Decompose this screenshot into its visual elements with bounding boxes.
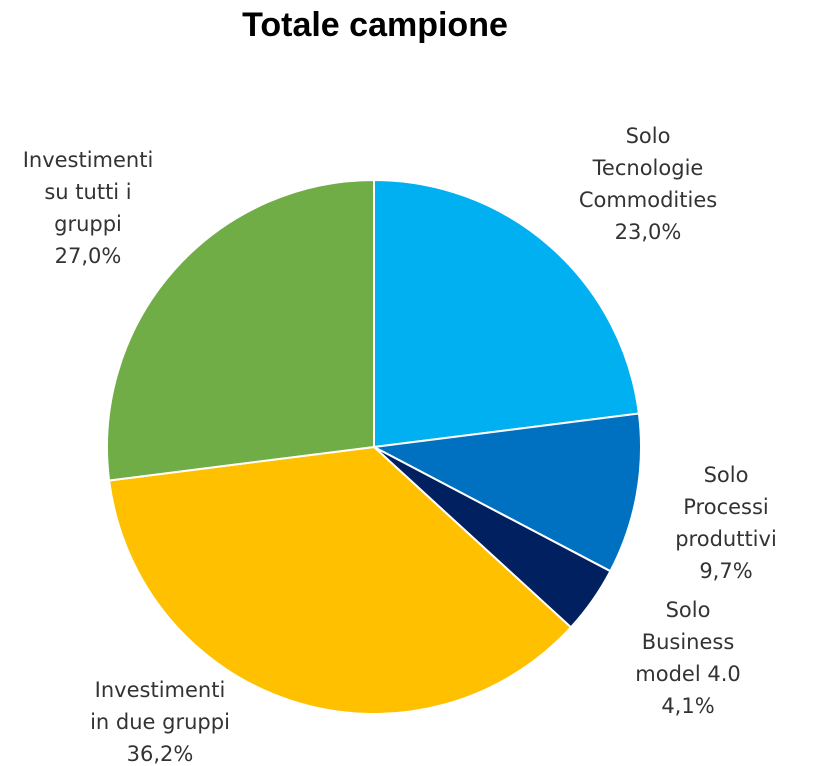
slice-label: Investimenti su tutti i gruppi 27,0% xyxy=(23,144,154,272)
category-name: Investimenti su tutti i gruppi xyxy=(22,148,154,236)
slice-label: Solo Processi produttivi 9,7% xyxy=(675,459,777,587)
pie-slice xyxy=(106,178,375,482)
chart-title: Totale campione xyxy=(242,6,508,44)
value-label: 4,1% xyxy=(661,694,715,718)
pie-slice xyxy=(373,178,641,449)
category-name: Investimenti in due gruppi xyxy=(90,678,230,734)
value-label: 36,2% xyxy=(126,742,194,766)
category-name: Solo Processi produttivi xyxy=(675,463,777,551)
value-label: 27,0% xyxy=(54,244,122,268)
category-name: Solo Tecnologie Commodities xyxy=(578,124,718,212)
value-label: 23,0% xyxy=(614,220,682,244)
slice-label: Investimenti in due gruppi 36,2% xyxy=(90,674,230,766)
category-name: Solo Business model 4.0 xyxy=(635,598,741,686)
value-label: 9,7% xyxy=(699,559,753,583)
slice-label: Solo Business model 4.0 4,1% xyxy=(624,594,752,722)
slice-label: Solo Tecnologie Commodities 23,0% xyxy=(579,120,717,248)
pie-slice xyxy=(370,412,642,573)
pie-slice xyxy=(107,445,573,715)
